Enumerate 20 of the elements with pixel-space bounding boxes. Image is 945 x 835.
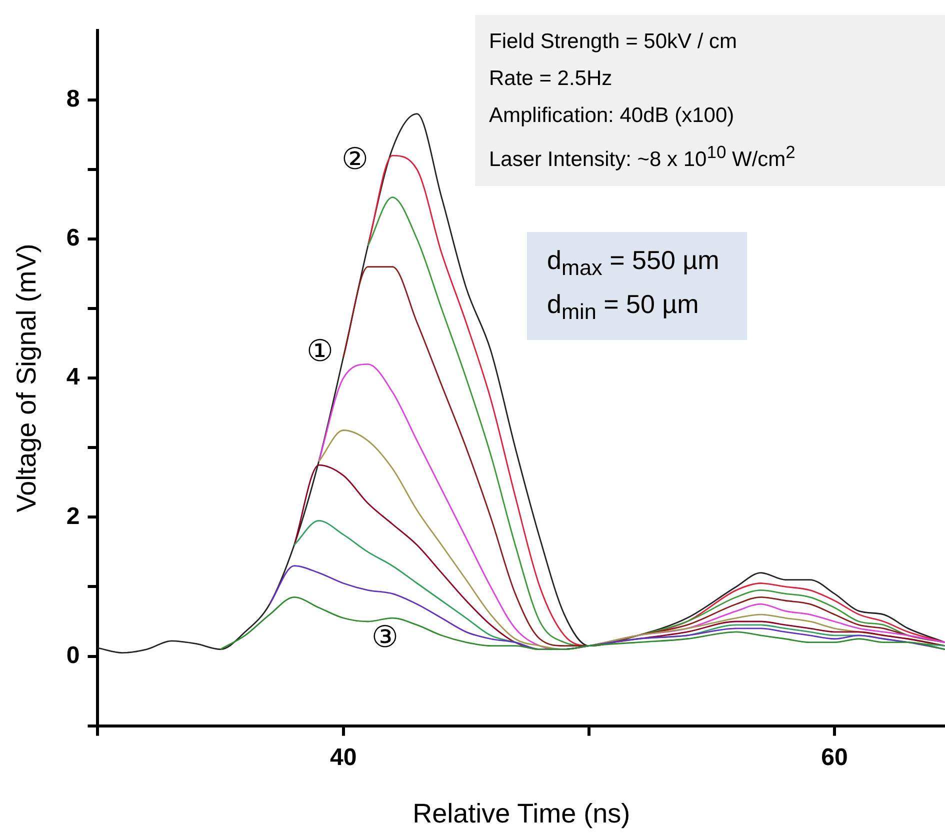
annotation: Laser Intensity: ~8 x 10$^{10}$ W/cm$^{2}$	[489, 141, 796, 173]
x-tick-label: 60	[821, 744, 848, 771]
line-series	[220, 596, 945, 650]
y-tick-label: 8	[66, 86, 80, 113]
y-tick-label: 6	[66, 224, 80, 252]
y-axis-title: Voltage of Signal (mV)	[12, 244, 42, 512]
text-panel: d$_{max}$ = 550 µm d$_{min}$ = 50 µm	[527, 232, 747, 340]
y-tick-label: 0	[66, 642, 80, 669]
x-axis-title: Relative Time (ns)	[412, 798, 630, 828]
annotation: Rate = 2.5Hz	[489, 66, 614, 92]
y-tick-label: 4	[66, 364, 80, 391]
x-tick-label: 40	[330, 744, 357, 771]
annotation: ③	[372, 620, 398, 655]
annotation: d$_{min}$ = 50 µm	[547, 288, 700, 326]
y-tick-label: 2	[66, 502, 80, 530]
annotation: ②	[342, 142, 368, 177]
annotation: d$_{max}$ = 550 µm	[547, 244, 720, 282]
annotation: ①	[306, 334, 334, 369]
annotation: Amplification: 40dB (x100)	[489, 103, 736, 129]
annotation: Field Strength = 50kV / cm	[489, 29, 738, 55]
